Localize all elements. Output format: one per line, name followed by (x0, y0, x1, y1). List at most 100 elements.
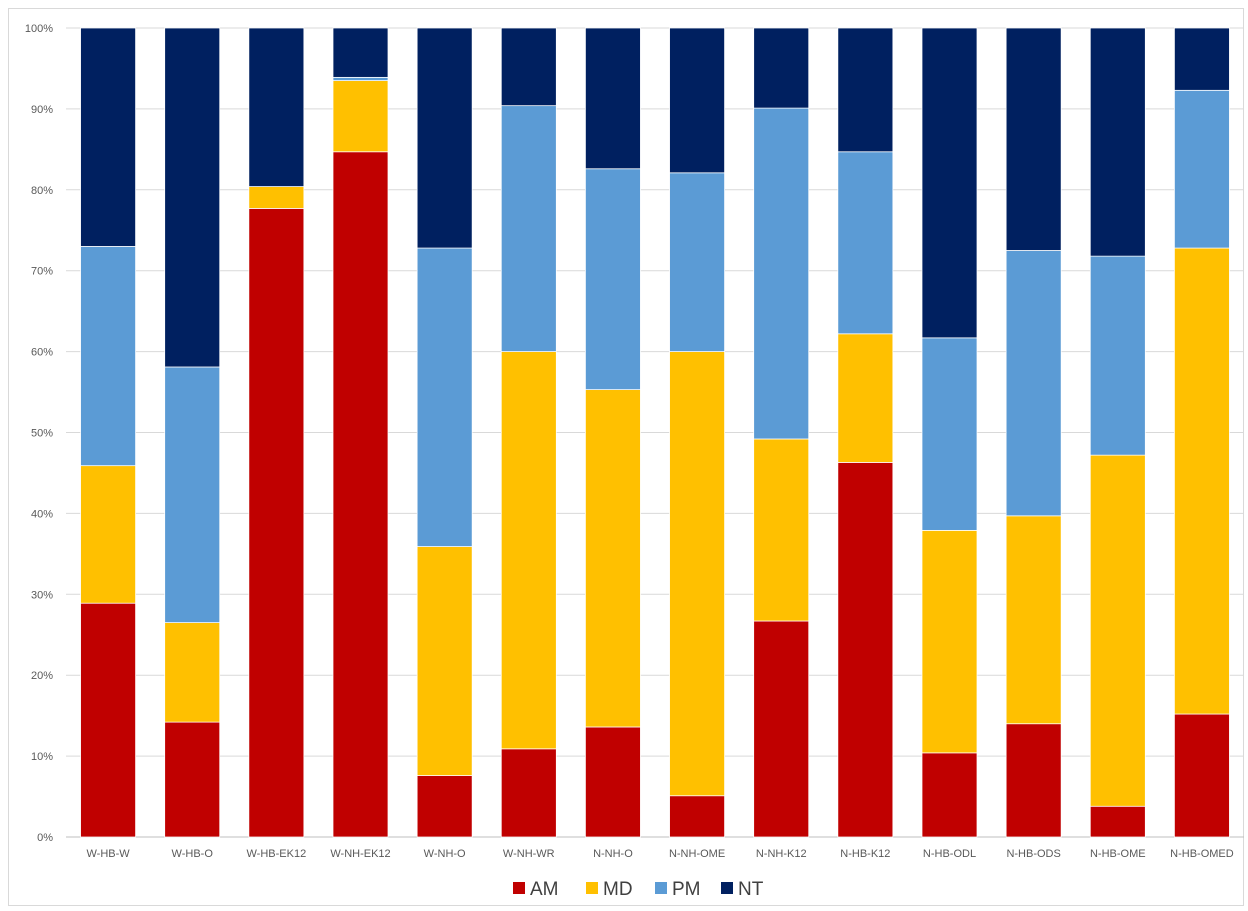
bar-segment-nt (1006, 28, 1061, 250)
bar-segment-pm (754, 108, 809, 439)
y-tick-label: 0% (37, 832, 53, 844)
bar-segment-am (922, 753, 977, 837)
bar-segment-pm (838, 152, 893, 334)
bar-segment-pm (417, 248, 472, 547)
bar-segment-nt (165, 28, 220, 367)
legend-swatch (721, 882, 733, 894)
legend-label: AM (530, 879, 559, 900)
bar-segment-am (670, 796, 725, 837)
x-axis-ticks: W-HB-W W-HB-O W-HB-EK12 W-NH-EK12 W-NH-O W-NH… (86, 848, 1233, 860)
legend-label: NT (738, 879, 764, 900)
bar-segment-pm (585, 169, 640, 390)
bar-segment-am (501, 749, 556, 837)
y-tick-label: 70% (31, 266, 53, 278)
y-tick-label: 60% (31, 347, 53, 359)
bar-segment-md (585, 390, 640, 727)
bar-segment-am (417, 776, 472, 837)
x-tick-label: W-HB-W (86, 848, 130, 860)
x-tick-label: W-HB-O (172, 848, 214, 860)
x-tick-label: W-NH-O (424, 848, 466, 860)
x-tick-label: N-NH-K12 (756, 848, 807, 860)
legend-item-pm: PM (655, 879, 701, 900)
y-tick-label: 10% (31, 751, 53, 763)
bar-segment-md (333, 81, 388, 152)
x-tick-label: N-HB-OME (1090, 848, 1146, 860)
legend-item-nt: NT (721, 879, 764, 900)
y-tick-label: 40% (31, 508, 53, 520)
x-tick-label: N-HB-K12 (840, 848, 890, 860)
legend-swatch (513, 882, 525, 894)
bar-segment-pm (501, 106, 556, 352)
gridlines (66, 28, 1244, 837)
bar-stack (585, 28, 640, 837)
bar-segment-md (501, 352, 556, 749)
legend-swatch (586, 882, 598, 894)
y-tick-label: 100% (25, 23, 53, 35)
y-axis-ticks: 0% 10% 20% 30% 40% 50% 60% 70% 80% 90% 100% (25, 23, 53, 844)
bar-segment-pm (1090, 256, 1145, 455)
legend-item-md: MD (586, 879, 633, 900)
x-tick-label: N-NH-O (593, 848, 633, 860)
x-tick-label: N-HB-OMED (1170, 848, 1234, 860)
bar-segment-pm (922, 338, 977, 531)
bar-segment-md (838, 334, 893, 463)
bar-stack (1174, 28, 1229, 837)
bar-segment-nt (1090, 28, 1145, 256)
bar-segment-md (165, 623, 220, 723)
bar-segment-md (754, 439, 809, 621)
x-tick-label: W-HB-EK12 (247, 848, 307, 860)
bar-stack (249, 28, 304, 837)
bar-segment-nt (922, 28, 977, 338)
bar-segment-am (249, 208, 304, 837)
bar-stack (333, 28, 388, 837)
legend-swatch (655, 882, 667, 894)
legend: AM MD PM NT (513, 879, 764, 900)
bar-segment-md (1006, 516, 1061, 724)
bar-segment-am (754, 621, 809, 837)
y-tick-label: 50% (31, 428, 53, 440)
bar-stack (922, 28, 977, 837)
bar-stack (165, 28, 220, 837)
bar-stack (501, 28, 556, 837)
bar-segment-md (1090, 455, 1145, 806)
bar-segment-am (1006, 724, 1061, 837)
bar-segment-md (81, 466, 136, 604)
bar-segment-nt (333, 28, 388, 77)
bar-segment-md (417, 547, 472, 776)
bar-segment-nt (754, 28, 809, 108)
bar-segment-am (1090, 806, 1145, 837)
bar-segment-pm (333, 77, 388, 80)
y-tick-label: 30% (31, 589, 53, 601)
bar-segment-am (1174, 714, 1229, 837)
bar-segment-nt (585, 28, 640, 169)
bar-segment-nt (838, 28, 893, 152)
y-tick-label: 90% (31, 104, 53, 116)
bar-segment-am (81, 603, 136, 837)
bar-segment-nt (1174, 28, 1229, 90)
bar-segment-am (585, 727, 640, 837)
bar-segment-md (249, 187, 304, 209)
bar-segment-pm (1174, 90, 1229, 248)
bar-segment-pm (1006, 250, 1061, 515)
bar-stack (81, 28, 136, 837)
bar-segment-am (333, 152, 388, 837)
x-tick-label: N-NH-OME (669, 848, 725, 860)
x-tick-label: N-HB-ODL (923, 848, 976, 860)
bar-segment-pm (670, 173, 725, 352)
x-tick-label: N-HB-ODS (1006, 848, 1060, 860)
bar-stack (838, 28, 893, 837)
bar-segment-md (1174, 248, 1229, 714)
bar-segment-md (922, 530, 977, 752)
bar-segment-am (165, 722, 220, 837)
bar-segment-nt (417, 28, 472, 248)
bar-segment-md (670, 352, 725, 796)
bar-segment-am (838, 462, 893, 837)
x-tick-label: W-NH-WR (503, 848, 555, 860)
bar-segment-nt (81, 28, 136, 246)
y-tick-label: 20% (31, 670, 53, 682)
legend-item-am: AM (513, 879, 559, 900)
bar-stack (1006, 28, 1061, 837)
y-tick-label: 80% (31, 185, 53, 197)
bar-stack (670, 28, 725, 837)
